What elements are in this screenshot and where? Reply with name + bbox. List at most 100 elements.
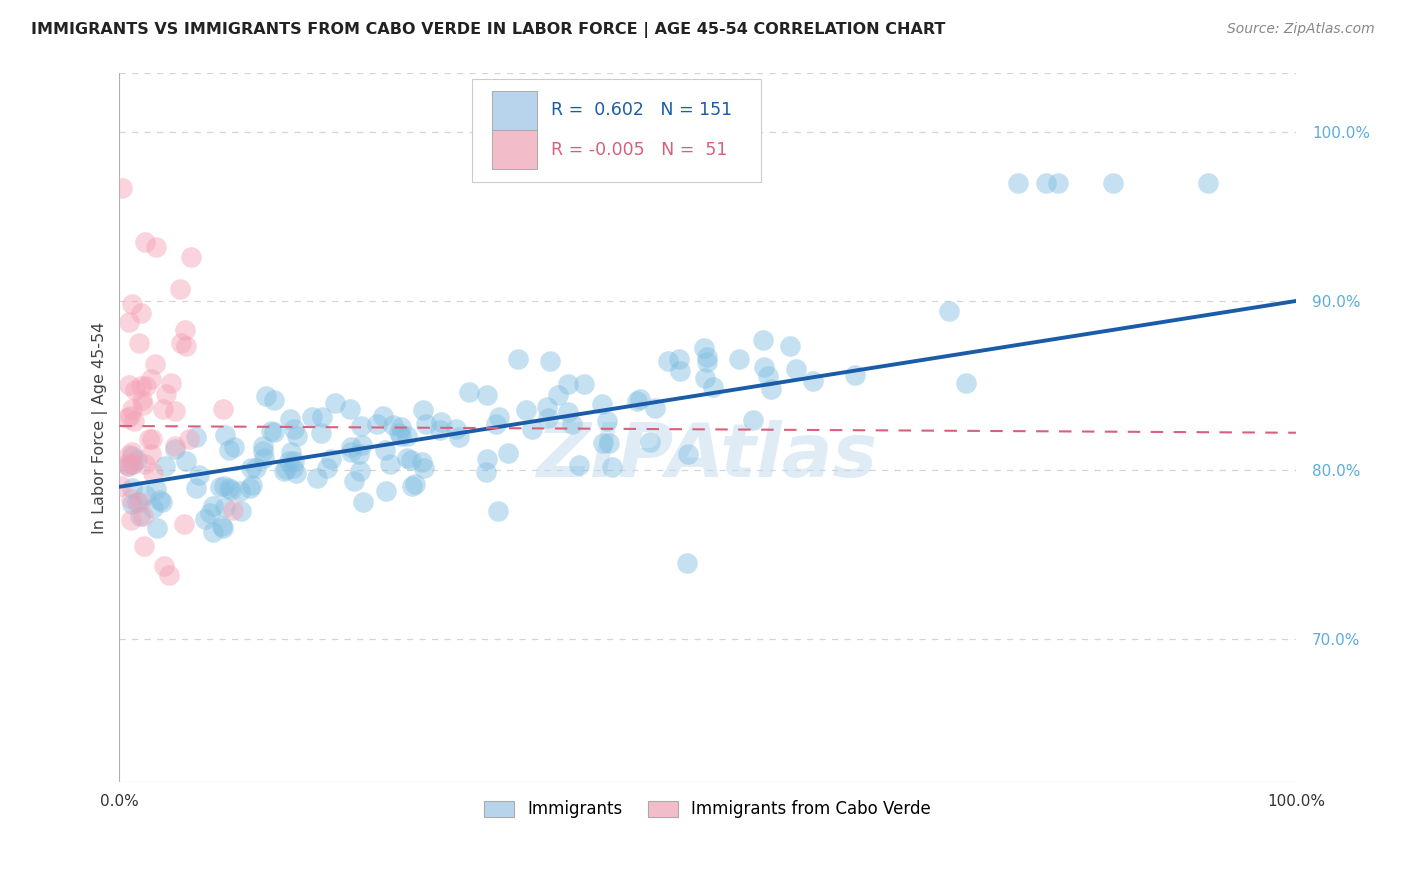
Point: [127, 453, 149, 467]
Point: [231, 504, 253, 518]
Point: [141, 466, 163, 480]
Point: [457, 385, 479, 400]
Point: [121, 457, 143, 471]
Point: [252, 439, 274, 453]
Point: [538, 353, 561, 368]
Point: [801, 374, 824, 388]
Point: [132, 508, 155, 523]
Text: ZIPAtlas: ZIPAtlas: [537, 419, 879, 492]
Point: [496, 446, 519, 460]
Point: [751, 334, 773, 348]
Point: [401, 452, 423, 467]
Point: [475, 452, 498, 467]
Point: [120, 492, 142, 507]
Point: [396, 429, 419, 443]
Point: [475, 388, 498, 402]
Point: [121, 449, 143, 463]
Point: [132, 398, 155, 412]
Point: [415, 417, 437, 431]
Point: [157, 567, 180, 582]
Point: [186, 430, 208, 444]
Point: [955, 376, 977, 391]
Point: [347, 447, 370, 461]
Point: [141, 432, 163, 446]
Point: [118, 378, 141, 392]
Point: [169, 283, 191, 297]
Point: [486, 504, 509, 518]
Point: [118, 409, 141, 423]
Point: [122, 414, 145, 428]
Point: [111, 180, 134, 194]
Point: [145, 483, 167, 497]
Point: [536, 400, 558, 414]
Point: [129, 495, 152, 509]
Point: [173, 517, 195, 532]
Point: [600, 460, 623, 475]
Point: [153, 558, 176, 573]
Point: [283, 422, 305, 436]
Point: [350, 438, 373, 452]
FancyBboxPatch shape: [492, 130, 537, 169]
Point: [194, 512, 217, 526]
Point: [759, 382, 782, 396]
Point: [141, 372, 163, 386]
Point: [153, 459, 176, 474]
Point: [134, 488, 156, 502]
Point: [263, 425, 285, 439]
Point: [515, 402, 537, 417]
Point: [142, 500, 165, 515]
Point: [283, 453, 305, 467]
Point: [644, 401, 666, 415]
Point: [145, 240, 167, 254]
Point: [311, 409, 333, 424]
Point: [488, 410, 510, 425]
Point: [143, 357, 166, 371]
Point: [165, 442, 187, 457]
Point: [202, 524, 225, 539]
Point: [165, 439, 187, 453]
Point: [150, 494, 173, 508]
Point: [506, 351, 529, 366]
Point: [160, 376, 183, 391]
Point: [212, 478, 235, 492]
Point: [139, 447, 162, 461]
Point: [628, 392, 651, 406]
Point: [340, 441, 363, 455]
Point: [177, 432, 200, 446]
Point: [412, 402, 434, 417]
Point: [692, 341, 714, 355]
Point: [1197, 176, 1219, 190]
FancyBboxPatch shape: [492, 91, 537, 129]
Point: [591, 397, 613, 411]
Point: [274, 462, 297, 476]
Point: [319, 451, 342, 466]
Point: [222, 502, 245, 516]
Point: [278, 453, 301, 467]
Point: [598, 435, 620, 450]
Point: [117, 458, 139, 472]
Point: [285, 429, 308, 443]
Point: [325, 396, 347, 410]
Point: [263, 393, 285, 408]
Point: [371, 409, 394, 423]
Point: [1035, 176, 1057, 190]
Point: [245, 461, 267, 475]
Point: [1047, 176, 1070, 190]
Point: [560, 417, 582, 431]
Text: Source: ZipAtlas.com: Source: ZipAtlas.com: [1227, 22, 1375, 37]
Point: [138, 432, 160, 446]
Point: [121, 482, 143, 496]
Point: [696, 351, 718, 365]
Point: [118, 449, 141, 463]
Point: [626, 393, 648, 408]
Point: [391, 429, 413, 443]
Point: [401, 479, 423, 493]
Point: [309, 425, 332, 440]
Point: [350, 419, 373, 434]
Point: [212, 521, 235, 535]
Point: [520, 422, 543, 436]
Point: [1102, 176, 1125, 190]
Point: [129, 306, 152, 320]
Point: [115, 410, 138, 425]
Point: [165, 403, 187, 417]
